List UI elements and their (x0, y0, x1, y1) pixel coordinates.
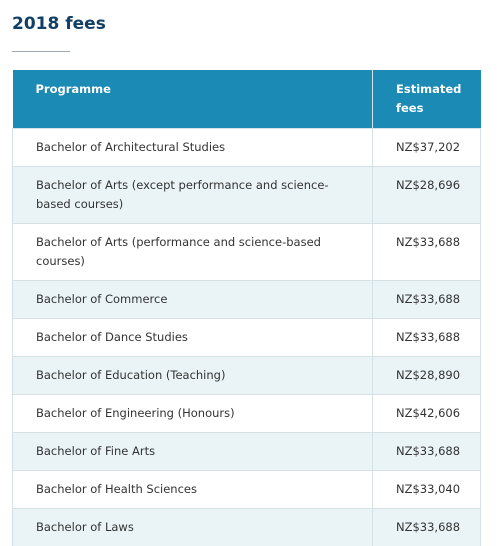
fee-cell: NZ$28,890 (373, 357, 481, 395)
fee-cell: NZ$33,688 (373, 433, 481, 471)
programme-cell: Bachelor of Engineering (Honours) (13, 395, 373, 433)
page: 2018 fees Programme Estimated fees Bache… (0, 0, 499, 521)
fee-cell: NZ$33,688 (373, 281, 481, 319)
column-header: Estimated fees (373, 70, 481, 129)
header-row: Programme Estimated fees (13, 70, 481, 129)
programme-cell: Bachelor of Dance Studies (13, 319, 373, 357)
programme-cell: Bachelor of Laws (13, 509, 373, 546)
table-row: Bachelor of Arts (performance and scienc… (13, 224, 481, 281)
programme-cell: Bachelor of Fine Arts (13, 433, 373, 471)
fees-table: Programme Estimated fees Bachelor of Arc… (12, 70, 481, 546)
table-row: Bachelor of Education (Teaching)NZ$28,89… (13, 357, 481, 395)
table-row: Bachelor of Engineering (Honours)NZ$42,6… (13, 395, 481, 433)
programme-cell: Bachelor of Architectural Studies (13, 129, 373, 167)
table-header: Programme Estimated fees (13, 70, 481, 129)
programme-cell: Bachelor of Arts (except performance and… (13, 167, 373, 224)
fee-cell: NZ$28,696 (373, 167, 481, 224)
fee-cell: NZ$33,688 (373, 509, 481, 546)
fee-cell: NZ$33,688 (373, 319, 481, 357)
programme-cell: Bachelor of Arts (performance and scienc… (13, 224, 373, 281)
programme-cell: Bachelor of Health Sciences (13, 471, 373, 509)
table-row: Bachelor of Arts (except performance and… (13, 167, 481, 224)
fee-cell: NZ$33,688 (373, 224, 481, 281)
programme-cell: Bachelor of Education (Teaching) (13, 357, 373, 395)
column-header: Programme (13, 70, 373, 129)
fee-cell: NZ$33,040 (373, 471, 481, 509)
page-title: 2018 fees (12, 14, 106, 34)
fee-cell: NZ$37,202 (373, 129, 481, 167)
fee-cell: NZ$42,606 (373, 395, 481, 433)
title-rule (12, 51, 70, 52)
programme-cell: Bachelor of Commerce (13, 281, 373, 319)
